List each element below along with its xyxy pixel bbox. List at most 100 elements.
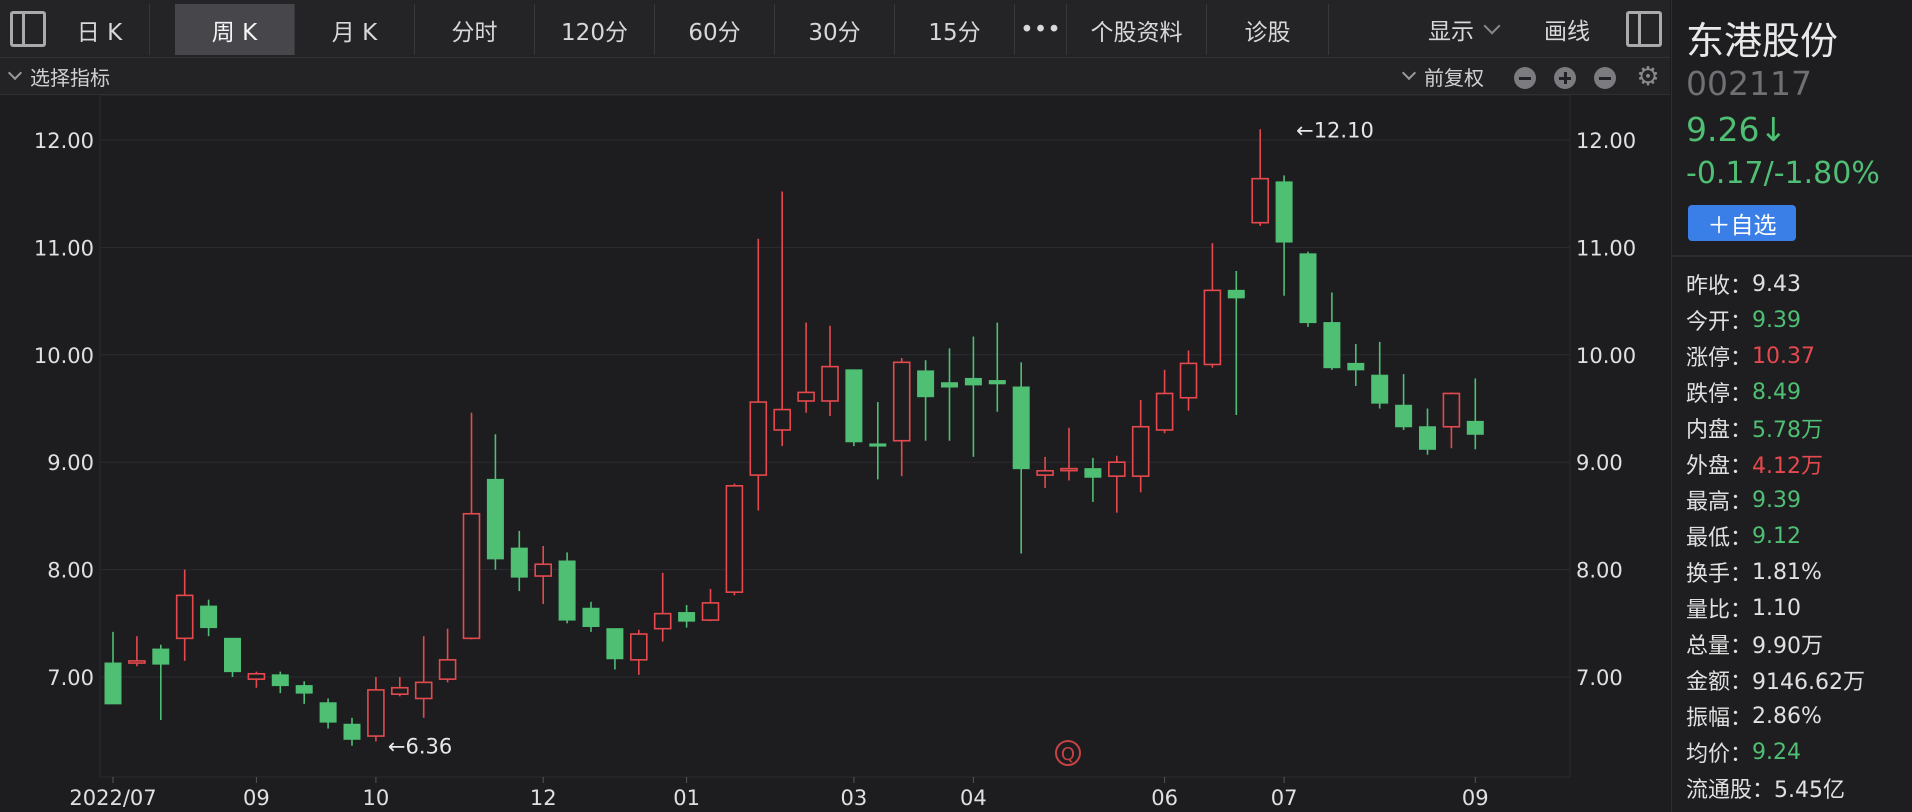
price-extreme-annotation: ←12.10 — [1296, 118, 1374, 142]
candle-body-down — [224, 637, 241, 673]
zoom-out-icon[interactable] — [1514, 67, 1536, 89]
candle-body-down — [845, 369, 863, 443]
quote-stat-label: 今开： — [1686, 310, 1753, 335]
watermark-text: Q — [1061, 744, 1075, 765]
y-tick-label-left: 9.00 — [47, 451, 94, 475]
quote-stat-value: 9.24 — [1752, 739, 1801, 765]
quote-stat-label: 最高： — [1686, 490, 1753, 515]
quote-stat-row: 量比： 1.10 — [1686, 590, 1865, 626]
tab-week-k[interactable]: 周 K — [175, 4, 295, 55]
quote-stat-row: 内盘： 5.78万 — [1686, 410, 1865, 446]
candle-body-down — [271, 674, 289, 687]
x-tick-label: 12 — [530, 786, 557, 810]
quote-stat-label: 量比： — [1686, 598, 1753, 623]
draw-line-button[interactable]: 画线 — [1544, 18, 1590, 45]
price-adjust-select[interactable]: 前复权 — [1401, 58, 1484, 94]
candle-body-down — [1299, 253, 1317, 324]
quote-stat-value: 1.81% — [1752, 559, 1822, 585]
candle-body-down — [1275, 181, 1293, 243]
candle-body-up — [414, 681, 433, 700]
candle-body-down — [558, 560, 576, 621]
tab-stock-profile[interactable]: 个股资料 — [1067, 4, 1207, 55]
quote-stat-value: 9.90万 — [1752, 634, 1824, 659]
chevron-down-icon — [1483, 17, 1501, 34]
kline-chart[interactable]: 12.00 12.00 11.00 11.00 10.00 10.00 9.00 9.00 8.… — [0, 95, 1670, 812]
x-tick-label: 03 — [841, 786, 868, 810]
candle-body-down — [964, 377, 982, 386]
quote-stat-row: 金额： 9146.62万 — [1686, 662, 1865, 698]
candle-body-down — [988, 380, 1006, 385]
indicator-bar: 选择指标 前复权 — [0, 58, 1670, 95]
indicator-select[interactable]: 选择指标 — [7, 58, 110, 94]
tab-60min[interactable]: 60分 — [655, 4, 775, 55]
y-tick-label-right: 7.00 — [1576, 666, 1623, 690]
tab-day-k[interactable]: 日 K — [50, 4, 150, 55]
quote-stat-row: 今开： 9.39 — [1686, 302, 1865, 338]
tab-month-k[interactable]: 月 K — [295, 4, 415, 55]
quote-stat-label: 昨收： — [1686, 274, 1753, 299]
quote-stat-row: 最低： 9.12 — [1686, 518, 1865, 554]
more-icon[interactable]: ••• — [1015, 4, 1067, 55]
quote-stat-value: 9.39 — [1752, 487, 1801, 513]
candle-body-up — [462, 512, 481, 640]
candle-body-down — [1371, 374, 1389, 404]
candle-body-down — [343, 723, 361, 740]
zoom-in-icon[interactable] — [1554, 67, 1576, 89]
quote-stat-label: 金额： — [1686, 670, 1753, 695]
candle-body-down — [510, 547, 528, 578]
candle-body-up — [629, 633, 648, 661]
quote-stats: 昨收： 9.43 今开： 9.39 涨停： 10.37 跌停： 8.49 内盘： 5.78万 外盘：… — [1686, 266, 1865, 806]
display-label: 显示 — [1428, 18, 1474, 45]
candle-body-down — [295, 685, 313, 694]
x-tick-label: 2022/07 — [69, 786, 156, 810]
x-tick-label: 06 — [1151, 786, 1178, 810]
tab-30min[interactable]: 30分 — [775, 4, 895, 55]
stock-change: -0.17/-1.80% — [1686, 156, 1880, 191]
candle-body-up — [653, 612, 672, 630]
quote-stat-label: 跌停： — [1686, 382, 1753, 407]
price-adjust-label: 前复权 — [1424, 65, 1484, 90]
kline-svg[interactable]: 12.00 12.00 11.00 11.00 10.00 10.00 9.00 9.00 8.… — [0, 95, 1670, 812]
remove-indicator-icon[interactable] — [1594, 67, 1616, 89]
tab-15min[interactable]: 15分 — [895, 4, 1015, 55]
x-tick-label: 07 — [1271, 786, 1298, 810]
candle-body-down — [486, 478, 504, 560]
candle-body-up — [797, 391, 815, 402]
candle-body-up — [1203, 289, 1222, 366]
candle-body-down — [1419, 426, 1436, 450]
tab-120min[interactable]: 120分 — [535, 4, 655, 55]
candle-body-up — [892, 361, 911, 442]
x-tick-label: 09 — [243, 786, 270, 810]
quote-stat-value: 1.10 — [1752, 595, 1801, 621]
y-tick-label-left: 8.00 — [47, 559, 94, 583]
quote-stat-label: 均价： — [1686, 742, 1753, 767]
candle-body-up — [749, 401, 768, 476]
quote-stat-label: 外盘： — [1686, 454, 1753, 479]
quote-stat-value: 2.86% — [1752, 703, 1822, 729]
candle-body-up — [1108, 461, 1126, 477]
quote-stat-value: 9.43 — [1752, 271, 1801, 297]
candle-body-down — [1395, 404, 1413, 428]
quote-stat-row: 涨停： 10.37 — [1686, 338, 1865, 374]
candle-body-up — [247, 672, 266, 680]
left-panel-toggle-icon[interactable] — [10, 11, 46, 47]
tab-diagnosis[interactable]: 诊股 — [1207, 4, 1329, 55]
right-panel-toggle-icon[interactable] — [1626, 11, 1662, 47]
plot-frame — [99, 95, 1571, 778]
quote-stat-value: 5.78万 — [1752, 418, 1824, 443]
gear-icon[interactable]: ⚙ — [1636, 62, 1660, 92]
candle-body-down — [1012, 386, 1030, 470]
candle-body-down — [1347, 362, 1365, 371]
x-tick-label: 04 — [960, 786, 987, 810]
add-to-watchlist-button[interactable]: ＋自选 — [1688, 205, 1796, 241]
quote-stat-value: 10.37 — [1752, 343, 1815, 369]
quote-stat-row: 振幅： 2.86% — [1686, 698, 1865, 734]
candle-body-up — [1155, 392, 1174, 431]
tab-intraday[interactable]: 分时 — [415, 4, 535, 55]
x-tick-label: 09 — [1462, 786, 1489, 810]
display-dropdown[interactable]: 显示 — [1428, 0, 1501, 57]
candle-body-up — [367, 689, 385, 737]
watermark-icon — [1055, 740, 1081, 766]
quote-stat-label: 涨停： — [1686, 346, 1753, 371]
y-tick-label-left: 10.00 — [34, 344, 94, 368]
